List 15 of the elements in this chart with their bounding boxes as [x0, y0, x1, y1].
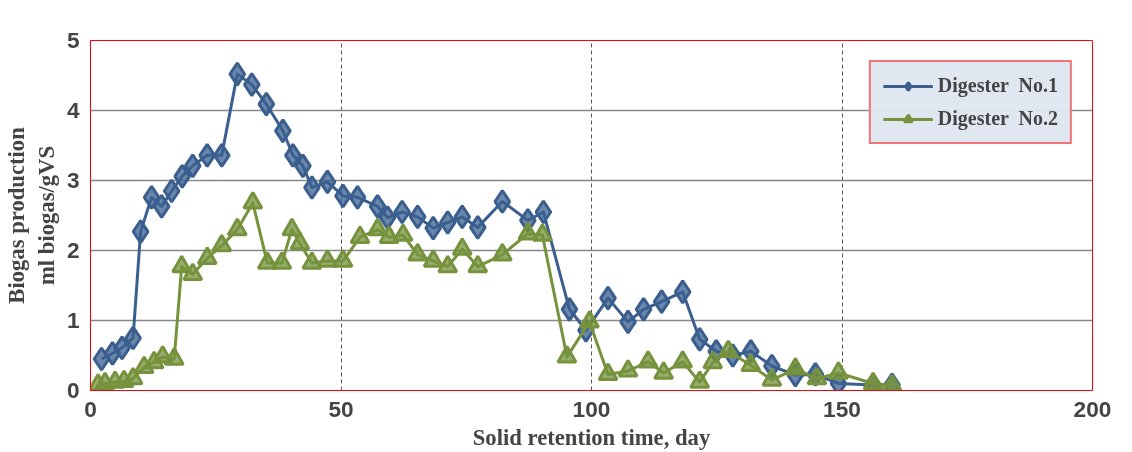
x-tick-label: 50	[328, 395, 354, 422]
y-tick-label: 5	[66, 27, 80, 53]
y-tick-label: 3	[66, 167, 80, 193]
x-tick-label: 100	[572, 395, 611, 422]
y-tick-label: 2	[66, 237, 80, 263]
y-tick-label: 1	[66, 307, 80, 333]
x-tick-label: 150	[823, 395, 861, 422]
y-axis-title: Biogas production ml biogas/gVS	[3, 126, 59, 304]
legend-label: Digester No.1	[937, 74, 1058, 97]
x-axis-title: Solid retention time, day	[472, 424, 711, 450]
x-tick-label: 0	[84, 395, 97, 422]
legend-label: Digester No.2	[937, 107, 1058, 130]
y-tick-label: 0	[66, 377, 80, 403]
y-tick-label: 4	[66, 97, 80, 123]
x-tick-label: 200	[1073, 395, 1112, 422]
